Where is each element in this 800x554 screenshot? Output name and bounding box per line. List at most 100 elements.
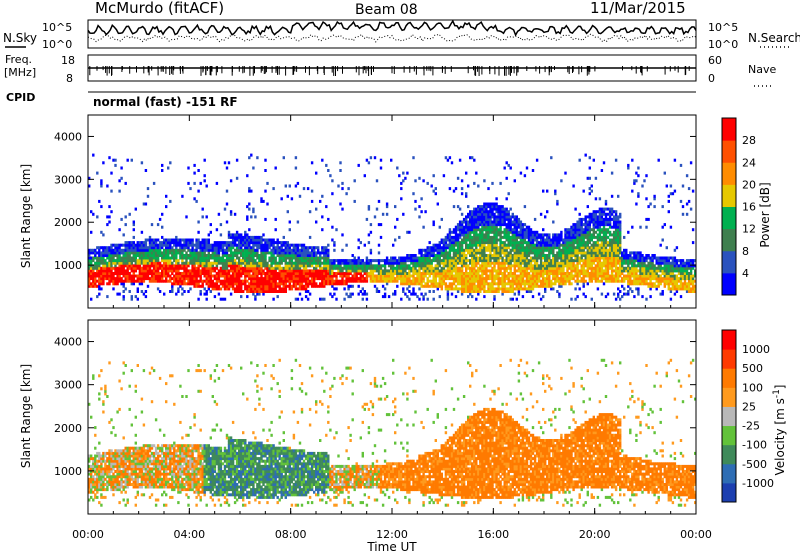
range-gate-cell bbox=[442, 259, 446, 263]
range-gate-cell bbox=[560, 284, 563, 288]
range-gate-cell bbox=[489, 259, 492, 263]
range-gate-cell bbox=[462, 228, 466, 232]
range-gate-cell bbox=[325, 269, 328, 273]
range-gate-cell bbox=[106, 248, 109, 252]
range-gate-cell bbox=[487, 246, 490, 250]
range-gate-cell bbox=[177, 251, 180, 255]
range-gate-cell bbox=[454, 248, 458, 252]
range-gate-cell bbox=[469, 259, 472, 263]
range-gate-cell bbox=[120, 176, 123, 180]
range-gate-cell bbox=[130, 264, 133, 268]
range-gate-cell bbox=[341, 279, 344, 283]
range-gate-cell bbox=[256, 241, 259, 245]
range-gate-cell bbox=[248, 287, 251, 291]
range-gate-cell bbox=[304, 246, 308, 250]
range-gate-cell bbox=[187, 256, 190, 260]
range-gate-cell bbox=[296, 181, 300, 185]
range-gate-cell bbox=[294, 282, 298, 286]
range-gate-cell bbox=[98, 269, 101, 273]
range-gate-cell bbox=[379, 264, 383, 268]
range-gate-cell bbox=[122, 284, 125, 288]
range-gate-cell bbox=[339, 259, 342, 263]
range-gate-cell bbox=[260, 290, 263, 293]
range-gate-cell bbox=[215, 256, 219, 260]
range-gate-cell bbox=[390, 272, 393, 275]
range-gate-cell bbox=[497, 215, 500, 219]
range-gate-cell bbox=[578, 287, 581, 291]
range-gate-cell bbox=[144, 264, 148, 268]
range-gate-cell bbox=[313, 259, 316, 263]
range-gate-cell bbox=[552, 264, 555, 268]
range-gate-cell bbox=[173, 241, 176, 245]
range-gate-cell bbox=[499, 220, 502, 224]
range-gate-cell bbox=[341, 187, 344, 191]
range-gate-cell bbox=[473, 207, 476, 211]
range-gate-cell bbox=[313, 261, 316, 265]
range-gate-cell bbox=[418, 269, 421, 273]
range-gate-cell bbox=[552, 233, 555, 237]
range-gate-cell bbox=[456, 256, 460, 260]
range-gate-cell bbox=[572, 269, 575, 273]
range-gate-cell bbox=[542, 269, 545, 273]
range-gate-cell bbox=[542, 256, 545, 260]
range-gate-cell bbox=[225, 243, 229, 247]
range-gate-cell bbox=[483, 272, 486, 275]
range-gate-cell bbox=[574, 238, 577, 242]
range-gate-cell bbox=[432, 248, 435, 252]
range-gate-cell bbox=[158, 251, 162, 255]
sky-right-tick-bottom: 10^0 bbox=[708, 38, 738, 51]
range-gate-cell bbox=[426, 266, 429, 270]
range-gate-cell bbox=[548, 235, 551, 239]
range-gate-cell bbox=[515, 277, 518, 281]
range-gate-cell bbox=[542, 238, 545, 242]
range-gate-cell bbox=[272, 266, 275, 270]
range-gate-cell bbox=[574, 241, 577, 245]
range-gate-cell bbox=[533, 235, 537, 239]
range-gate-cell bbox=[203, 251, 206, 255]
range-gate-cell bbox=[381, 212, 385, 216]
range-gate-cell bbox=[203, 261, 206, 265]
range-gate-cell bbox=[568, 248, 571, 252]
range-gate-cell bbox=[193, 259, 196, 263]
range-gate-cell bbox=[96, 272, 99, 275]
range-gate-cell bbox=[560, 264, 563, 268]
range-gate-cell bbox=[276, 274, 279, 278]
range-gate-cell bbox=[108, 274, 111, 278]
range-gate-cell bbox=[250, 277, 253, 281]
range-gate-cell bbox=[128, 261, 131, 265]
range-gate-cell bbox=[479, 290, 482, 293]
range-gate-cell bbox=[560, 282, 563, 286]
range-gate-cell bbox=[201, 279, 204, 283]
range-gate-cell bbox=[475, 225, 478, 229]
range-gate-cell bbox=[112, 272, 115, 275]
range-gate-cell bbox=[88, 282, 91, 286]
range-gate-cell bbox=[438, 241, 441, 245]
range-gate-cell bbox=[493, 256, 496, 260]
range-gate-cell bbox=[531, 282, 535, 286]
range-gate-cell bbox=[90, 297, 93, 301]
range-gate-cell bbox=[402, 272, 405, 275]
range-gate-cell bbox=[558, 261, 561, 265]
range-gate-cell bbox=[110, 254, 113, 257]
range-gate-cell bbox=[278, 246, 281, 250]
range-gate-cell bbox=[167, 269, 170, 273]
range-gate-cell bbox=[487, 220, 490, 224]
range-gate-cell bbox=[523, 282, 527, 286]
range-gate-cell bbox=[177, 282, 180, 286]
range-gate-cell bbox=[254, 274, 257, 278]
range-gate-cell bbox=[570, 266, 573, 270]
range-gate-cell bbox=[535, 256, 539, 260]
range-gate-cell bbox=[313, 254, 316, 257]
range-gate-cell bbox=[98, 272, 101, 275]
range-gate-cell bbox=[523, 264, 527, 268]
range-gate-cell bbox=[181, 194, 184, 198]
range-gate-cell bbox=[138, 269, 142, 273]
range-gate-cell bbox=[114, 282, 117, 286]
range-gate-cell bbox=[284, 241, 287, 245]
range-gate-cell bbox=[225, 189, 229, 193]
range-gate-cell bbox=[118, 259, 121, 263]
range-gate-cell bbox=[223, 279, 227, 283]
range-gate-cell bbox=[542, 189, 545, 193]
range-gate-cell bbox=[479, 233, 482, 237]
range-gate-cell bbox=[189, 279, 192, 283]
